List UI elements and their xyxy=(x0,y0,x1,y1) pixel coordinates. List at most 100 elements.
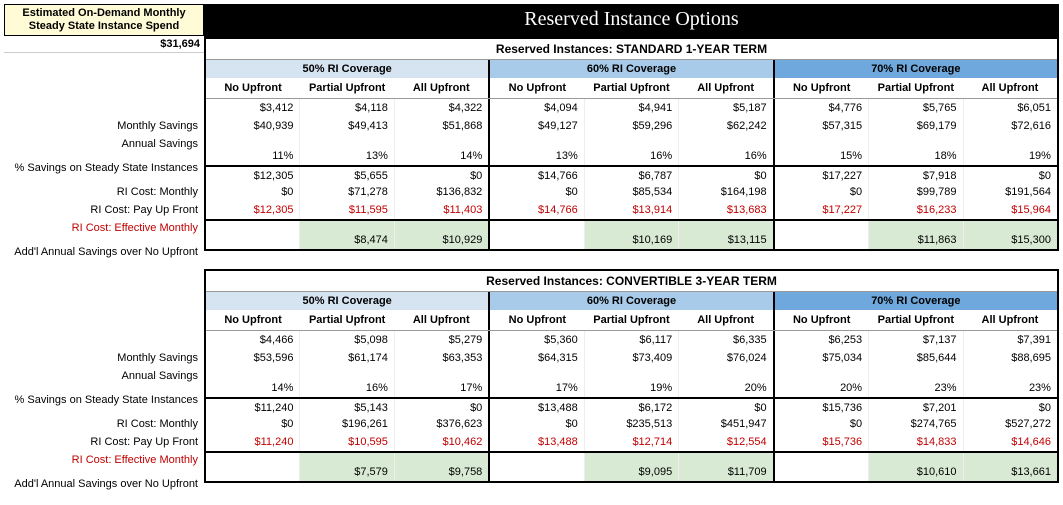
data-cell: 23% xyxy=(963,367,1057,397)
data-cell: 23% xyxy=(868,367,962,397)
data-cell xyxy=(206,453,299,481)
data-cell: $10,462 xyxy=(394,433,488,451)
coverage-header: 70% RI Coverage xyxy=(775,292,1057,310)
data-cell: $14,646 xyxy=(963,433,1057,451)
data-cell: $73,409 xyxy=(584,349,678,367)
section-title: Reserved Instances: STANDARD 1-YEAR TERM xyxy=(206,39,1057,60)
data-cell: 13% xyxy=(299,135,393,165)
data-cell: $12,305 xyxy=(206,201,299,219)
payment-header: All Upfront xyxy=(679,78,773,98)
data-cell: $10,595 xyxy=(299,433,393,451)
data-cell: $4,941 xyxy=(584,99,678,117)
data-cell: $15,300 xyxy=(963,221,1057,249)
data-cell: $136,832 xyxy=(394,183,488,201)
data-cell xyxy=(490,221,583,249)
data-cell: $15,736 xyxy=(775,399,868,415)
data-cell: 19% xyxy=(963,135,1057,165)
data-cell: $62,242 xyxy=(678,117,772,135)
data-cell: $0 xyxy=(678,167,772,183)
left-column: Estimated On-Demand Monthly Steady State… xyxy=(4,4,204,501)
data-cell: $4,118 xyxy=(299,99,393,117)
payment-header: All Upfront xyxy=(963,310,1057,330)
data-row-addl_savings: $7,579$9,758$9,095$11,709$10,610$13,661 xyxy=(206,451,1057,481)
data-cell: $0 xyxy=(394,399,488,415)
estimate-label: Estimated On-Demand Monthly Steady State… xyxy=(4,4,204,36)
data-row-pct_savings: 11%13%14%13%16%16%15%18%19% xyxy=(206,135,1057,165)
row-label-ri_effective: RI Cost: Effective Monthly xyxy=(4,219,204,237)
data-cell: $451,947 xyxy=(678,415,772,433)
data-cell: $527,272 xyxy=(963,415,1057,433)
data-cell: $40,939 xyxy=(206,117,299,135)
data-row-monthly_savings: $3,412$4,118$4,322$4,094$4,941$5,187$4,7… xyxy=(206,99,1057,117)
payment-header: No Upfront xyxy=(490,78,584,98)
row-label-annual_savings: Annual Savings xyxy=(4,367,204,385)
data-cell: $7,137 xyxy=(868,331,962,349)
coverage-header: 60% RI Coverage xyxy=(490,292,774,310)
data-cell: $9,758 xyxy=(394,453,488,481)
data-cell: $63,353 xyxy=(394,349,488,367)
data-cell: $7,918 xyxy=(868,167,962,183)
data-cell: $10,929 xyxy=(394,221,488,249)
data-cell: $85,644 xyxy=(868,349,962,367)
ri-section: Reserved Instances: CONVERTIBLE 3-YEAR T… xyxy=(204,269,1059,483)
data-cell: $11,403 xyxy=(394,201,488,219)
data-cell: $6,787 xyxy=(584,167,678,183)
row-label-ri_upfront: RI Cost: Pay Up Front xyxy=(4,201,204,219)
data-cell: $5,360 xyxy=(490,331,583,349)
data-cell: $10,169 xyxy=(584,221,678,249)
data-cell: $6,335 xyxy=(678,331,772,349)
data-row-annual_savings: $53,596$61,174$63,353$64,315$73,409$76,0… xyxy=(206,349,1057,367)
data-cell: $14,766 xyxy=(490,167,583,183)
data-cell: $3,412 xyxy=(206,99,299,117)
payment-header: No Upfront xyxy=(490,310,584,330)
data-cell: $13,488 xyxy=(490,399,583,415)
row-label-monthly_savings: Monthly Savings xyxy=(4,349,204,367)
data-cell: $69,179 xyxy=(868,117,962,135)
data-cell: $4,094 xyxy=(490,99,583,117)
data-cell: $0 xyxy=(775,415,868,433)
row-label-ri_effective: RI Cost: Effective Monthly xyxy=(4,451,204,469)
data-row-ri_monthly: $11,240$5,143$0$13,488$6,172$0$15,736$7,… xyxy=(206,397,1057,415)
data-row-ri_upfront: $0$196,261$376,623$0$235,513$451,947$0$2… xyxy=(206,415,1057,433)
data-cell: $13,115 xyxy=(678,221,772,249)
data-cell: $4,322 xyxy=(394,99,488,117)
data-cell: $5,098 xyxy=(299,331,393,349)
data-cell: $11,709 xyxy=(678,453,772,481)
data-cell: $71,278 xyxy=(299,183,393,201)
data-cell: $0 xyxy=(490,415,583,433)
data-cell: $13,488 xyxy=(490,433,583,451)
payment-header: All Upfront xyxy=(394,78,488,98)
coverage-header: 70% RI Coverage xyxy=(775,60,1057,78)
data-cell: $5,655 xyxy=(299,167,393,183)
row-label-annual_savings: Annual Savings xyxy=(4,135,204,153)
data-cell: $15,736 xyxy=(775,433,868,451)
data-cell: 19% xyxy=(584,367,678,397)
coverage-header: 50% RI Coverage xyxy=(206,292,490,310)
data-row-annual_savings: $40,939$49,413$51,868$49,127$59,296$62,2… xyxy=(206,117,1057,135)
data-row-ri_upfront: $0$71,278$136,832$0$85,534$164,198$0$99,… xyxy=(206,183,1057,201)
data-cell xyxy=(490,453,583,481)
data-cell: 16% xyxy=(584,135,678,165)
data-row-pct_savings: 14%16%17%17%19%20%20%23%23% xyxy=(206,367,1057,397)
row-label-ri_upfront: RI Cost: Pay Up Front xyxy=(4,433,204,451)
data-cell: $64,315 xyxy=(490,349,583,367)
data-cell: $17,227 xyxy=(775,167,868,183)
data-cell: $57,315 xyxy=(775,117,868,135)
row-label-ri_monthly: RI Cost: Monthly xyxy=(4,415,204,433)
coverage-header: 60% RI Coverage xyxy=(490,60,774,78)
data-cell: $12,305 xyxy=(206,167,299,183)
data-cell: 14% xyxy=(206,367,299,397)
data-cell: 16% xyxy=(678,135,772,165)
data-row-ri_effective: $11,240$10,595$10,462$13,488$12,714$12,5… xyxy=(206,433,1057,451)
data-cell: $11,595 xyxy=(299,201,393,219)
data-cell: 17% xyxy=(394,367,488,397)
data-cell: $196,261 xyxy=(299,415,393,433)
data-cell: $0 xyxy=(678,399,772,415)
data-cell: $0 xyxy=(490,183,583,201)
data-cell: $7,391 xyxy=(963,331,1057,349)
data-cell: $12,554 xyxy=(678,433,772,451)
data-cell xyxy=(775,221,868,249)
data-cell: $235,513 xyxy=(584,415,678,433)
data-cell: $72,616 xyxy=(963,117,1057,135)
data-cell: $88,695 xyxy=(963,349,1057,367)
